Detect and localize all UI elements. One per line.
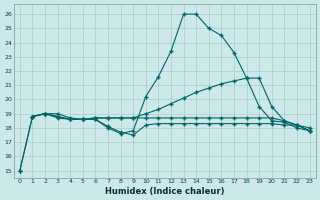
X-axis label: Humidex (Indice chaleur): Humidex (Indice chaleur) — [105, 187, 224, 196]
